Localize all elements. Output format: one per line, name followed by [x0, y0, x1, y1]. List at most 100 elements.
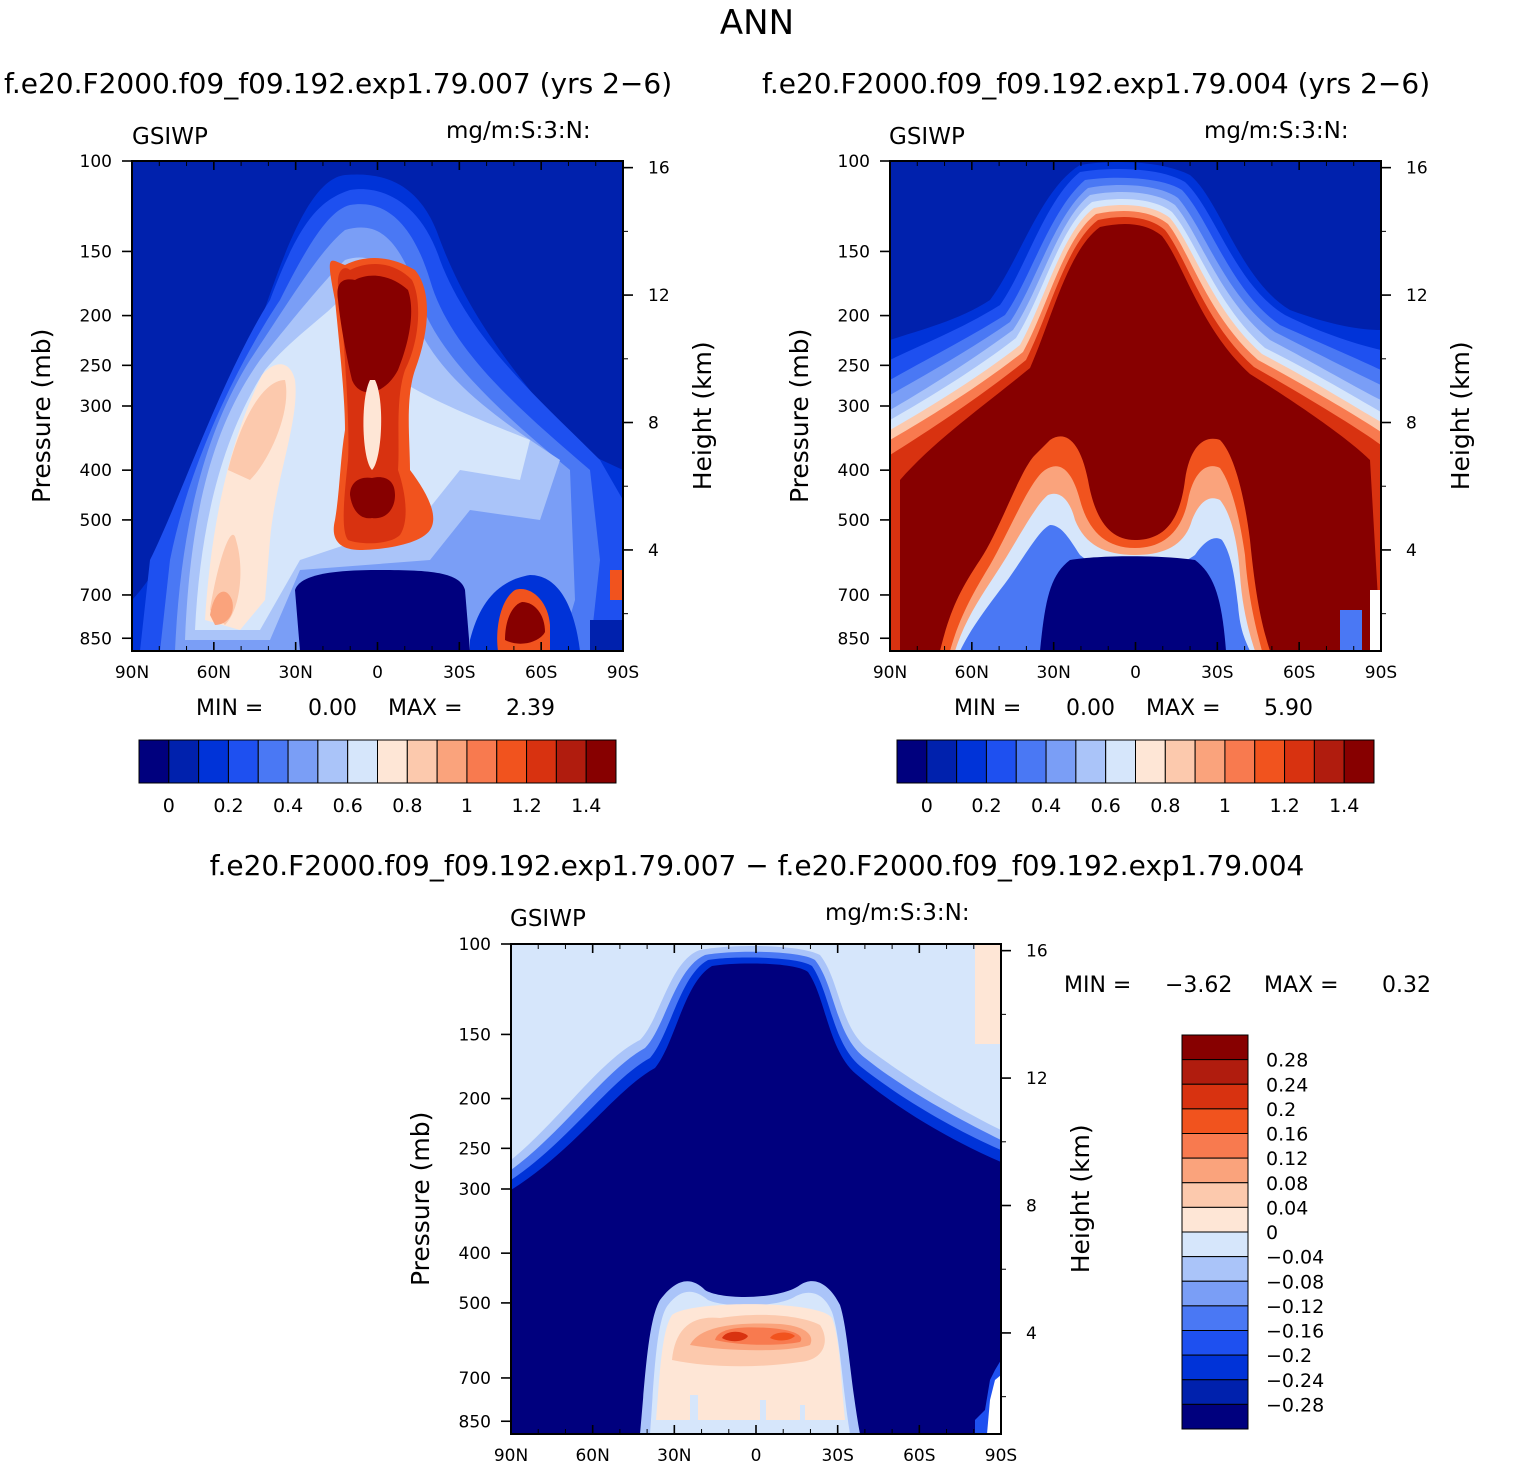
diff-title: f.e20.F2000.f09_f09.192.exp1.79.007 − f.…	[209, 849, 1305, 882]
diff-colorbar-box	[1181, 1157, 1249, 1184]
case2-colorbar-box	[1313, 739, 1345, 784]
case1-colorbar-label: 0.4	[273, 795, 303, 817]
diff-colorbar-label: −0.2	[1266, 1345, 1312, 1367]
diff-ytick-label: 700	[459, 1369, 491, 1389]
case1-ytick-label: 850	[80, 629, 112, 649]
diff-xtick-label: 60N	[575, 1446, 609, 1466]
diff-colorbar-box	[1181, 1133, 1249, 1159]
diff-ytick-label: 250	[459, 1139, 491, 1159]
diff-ytick-right-label: 12	[1026, 1069, 1048, 1089]
diff-ylabel-right: Height (km)	[1066, 1124, 1095, 1273]
case1-max-value: 2.39	[506, 696, 555, 721]
case2-ytick-label: 200	[838, 307, 870, 327]
case1-ytick-right-label: 4	[648, 541, 659, 561]
case1-colorbar-box	[526, 739, 557, 784]
diff-ytick-label: 500	[459, 1294, 491, 1314]
case1-colorbar-box	[138, 739, 170, 784]
case1-colorbar-box	[555, 739, 587, 784]
case1-ytick-right-label: 16	[648, 159, 670, 179]
diff-xtick-label: 0	[751, 1446, 762, 1466]
case1-title: f.e20.F2000.f09_f09.192.exp1.79.007 (yrs…	[4, 67, 673, 100]
diff-xtick-label: 60S	[903, 1446, 935, 1466]
diff-min-label: MIN =	[1064, 973, 1132, 998]
case1-units-label: mg/m:S:3:N:	[446, 118, 591, 144]
case1-ytick-label: 700	[80, 586, 112, 606]
case1-colorbar-box	[496, 739, 528, 784]
case1-ytick-label: 400	[80, 461, 112, 481]
diff-colorbar-label: 0.28	[1266, 1050, 1308, 1072]
case2-ytick-right-label: 12	[1406, 286, 1428, 306]
case2-ytick-label: 150	[838, 242, 870, 262]
diff-colorbar: 0.280.24 0.2 0.160.12 0.080.04 0 −0.04−0.08 −0…	[1181, 1034, 1324, 1430]
case2-xtick-label: 30N	[1036, 663, 1070, 683]
case2-colorbar-label: 1	[1219, 795, 1231, 817]
case1-colorbar-label: 1.2	[511, 795, 541, 817]
diff-ytick-right-label: 4	[1026, 1324, 1037, 1344]
diff-units-label: mg/m:S:3:N:	[825, 900, 970, 926]
diff-colorbar-label: 0.16	[1266, 1124, 1308, 1146]
case1-colorbar-label: 0.8	[392, 795, 422, 817]
case2-field	[890, 161, 1381, 651]
case2-colorbar-box	[1135, 739, 1166, 784]
case1-xtick-label: 60N	[197, 663, 231, 683]
diff-ytick-right-label: 16	[1026, 942, 1048, 962]
case2-colorbar-box	[1164, 739, 1196, 784]
case2-ytick-label: 300	[838, 397, 870, 417]
case2-xtick-label: 60S	[1283, 663, 1315, 683]
case1-ylabel-right: Height (km)	[688, 341, 717, 490]
diff-xtick-label: 90S	[985, 1446, 1017, 1466]
diff-ytick-label: 200	[459, 1090, 491, 1110]
diff-colorbar-box	[1181, 1108, 1249, 1134]
case2-colorbar: 0 0.2 0.4 0.6 0.8 1 1.2 1.4	[896, 739, 1375, 817]
case1-ytick-label: 250	[80, 356, 112, 376]
case1-colorbar-label: 1.4	[571, 795, 601, 817]
case1-colorbar-box	[377, 739, 408, 784]
case1-colorbar-box	[198, 739, 229, 784]
diff-colorbar-box	[1181, 1354, 1249, 1381]
case1-field	[132, 161, 623, 651]
case1-xtick-label: 30S	[443, 663, 475, 683]
case2-colorbar-box	[1045, 739, 1077, 784]
case1-colorbar: 0 0.2 0.4 0.6 0.8 1 1.2 1.4	[138, 739, 617, 817]
case2-min-label: MIN =	[954, 696, 1022, 721]
case2-colorbar-box	[1194, 739, 1226, 784]
diff-ytick-label: 850	[459, 1412, 491, 1432]
case2-colorbar-box	[1343, 739, 1375, 784]
diff-colorbar-label: −0.12	[1266, 1296, 1324, 1318]
case1-colorbar-box	[436, 739, 468, 784]
case2-colorbar-label: 1.4	[1329, 795, 1359, 817]
case1-colorbar-box	[406, 739, 438, 784]
case2-colorbar-box	[985, 739, 1017, 784]
case2-ylabel-right: Height (km)	[1446, 341, 1475, 490]
case2-colorbar-label: 0.6	[1091, 795, 1121, 817]
diff-colorbar-box	[1181, 1280, 1249, 1307]
diff-ytick-label: 400	[459, 1244, 491, 1264]
case2-xtick-label: 30S	[1201, 663, 1233, 683]
case1-colorbar-label: 0.2	[213, 795, 243, 817]
case1-colorbar-box	[168, 739, 200, 784]
case2-ytick-label: 400	[838, 461, 870, 481]
case1-colorbar-box	[317, 739, 349, 784]
case1-colorbar-label: 0.6	[333, 795, 363, 817]
case1-colorbar-box	[227, 739, 259, 784]
diff-colorbar-label: 0	[1266, 1222, 1278, 1244]
case1-xtick-label: 90N	[115, 663, 149, 683]
case1-colorbar-label: 1	[461, 795, 473, 817]
diff-colorbar-box	[1181, 1034, 1249, 1061]
main-title: ANN	[719, 3, 795, 43]
diff-colorbar-box	[1181, 1206, 1249, 1233]
case2-ytick-right-label: 16	[1406, 159, 1428, 179]
case1-ylabel: Pressure (mb)	[27, 329, 56, 503]
case1-axes: 90N 60N 30N 0 30S 60S 90S 100 150 200 250 300 400 500…	[27, 152, 717, 683]
case2-ytick-label: 250	[838, 356, 870, 376]
case1-ytick-label: 200	[80, 307, 112, 327]
case2-colorbar-box	[956, 739, 987, 784]
case2-variable-label: GSIWP	[889, 124, 965, 150]
diff-colorbar-box	[1181, 1379, 1249, 1405]
diff-max-label: MAX =	[1264, 973, 1339, 998]
diff-ylabel: Pressure (mb)	[406, 1112, 435, 1286]
diff-xtick-label: 30N	[657, 1446, 691, 1466]
case2-ytick-label: 700	[838, 586, 870, 606]
case2-ytick-right-label: 4	[1406, 541, 1417, 561]
case1-xtick-label: 60S	[525, 663, 557, 683]
